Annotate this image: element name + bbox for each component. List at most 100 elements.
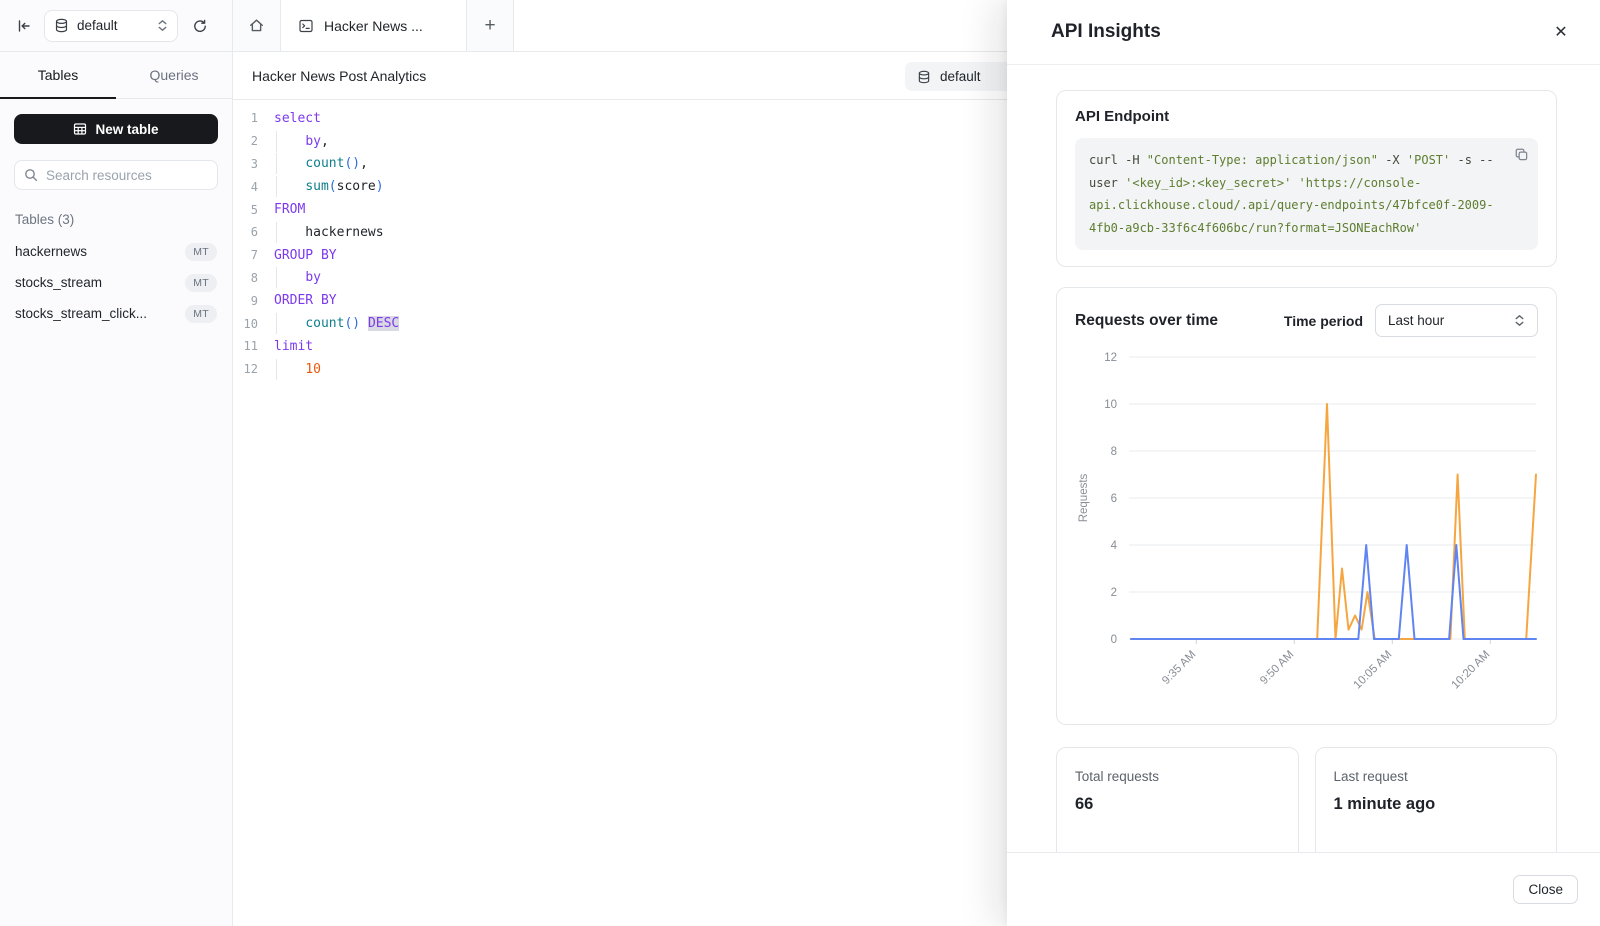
- sidebar: default Tables Queries: [0, 0, 233, 926]
- panel-body: API Endpoint curl -H "Content-Type: appl…: [1007, 65, 1600, 852]
- code-line: 11 limit: [233, 335, 1600, 358]
- line-content: limit: [274, 338, 314, 354]
- sidebar-toolbar: default: [0, 0, 232, 52]
- tab-tables-label: Tables: [37, 67, 79, 83]
- home-icon: [248, 17, 265, 34]
- stat-card: Total requests 66: [1056, 747, 1299, 852]
- stat-value: 1 minute ago: [1333, 795, 1436, 813]
- line-content: GROUP BY: [274, 247, 337, 263]
- curl-command: curl -H "Content-Type: application/json"…: [1075, 138, 1538, 250]
- new-table-label: New table: [95, 121, 159, 137]
- svg-text:9:50 AM: 9:50 AM: [1258, 649, 1296, 687]
- line-content: by: [272, 267, 321, 289]
- tables-heading: Tables (3): [15, 212, 75, 227]
- line-number: 10: [243, 316, 258, 331]
- svg-text:2: 2: [1111, 587, 1117, 599]
- svg-text:Requests: Requests: [1078, 473, 1090, 522]
- database-selector[interactable]: default: [44, 9, 178, 42]
- tab-queries[interactable]: Queries: [116, 52, 232, 98]
- time-period-value: Last hour: [1388, 313, 1445, 328]
- svg-text:4: 4: [1111, 540, 1118, 552]
- line-number: 11: [243, 339, 258, 354]
- query-doc-title: Hacker News Post Analytics: [252, 67, 427, 84]
- panel-footer: Close: [1007, 852, 1600, 926]
- line-content: FROM: [274, 202, 306, 218]
- line-content: count() DESC: [272, 313, 400, 335]
- copy-button[interactable]: [1514, 147, 1529, 162]
- close-button[interactable]: Close: [1513, 875, 1578, 904]
- api-endpoint-card: API Endpoint curl -H "Content-Type: appl…: [1056, 90, 1557, 267]
- table-list-item[interactable]: hackernews MT: [0, 236, 232, 267]
- home-button[interactable]: [233, 0, 281, 51]
- stat-label: Total requests: [1075, 769, 1160, 784]
- line-number: 12: [243, 362, 258, 377]
- code-line: 2 by,: [233, 130, 1600, 153]
- code-line: 3 count(),: [233, 153, 1600, 176]
- line-number: 8: [250, 270, 258, 285]
- sql-editor[interactable]: 1 select 2 by, 3 count(), 4 sum(score) 5 FROM 6…: [233, 100, 1600, 381]
- api-endpoint-heading: API Endpoint: [1075, 108, 1170, 125]
- requests-over-time-card: Requests over time Time period Last hour…: [1056, 287, 1557, 725]
- table-list-item[interactable]: stocks_stream_click... MT: [0, 298, 232, 329]
- collapse-sidebar-button[interactable]: [10, 12, 38, 40]
- table-engine-badge: MT: [185, 242, 217, 261]
- code-line: 6 hackernews: [233, 221, 1600, 244]
- stat-value: 66: [1075, 795, 1094, 813]
- collapse-left-icon: [16, 18, 32, 34]
- table-engine-badge: MT: [185, 273, 217, 292]
- chevron-updown-icon: [157, 19, 168, 32]
- table-grid-icon: [73, 122, 87, 136]
- stats-row: Total requests 66 Last request 1 minute ago: [1056, 747, 1557, 852]
- table-engine-badge: MT: [185, 304, 217, 323]
- query-tab[interactable]: Hacker News ...: [281, 0, 467, 51]
- chart-title: Requests over time: [1075, 311, 1218, 329]
- search-input[interactable]: [46, 167, 208, 183]
- tab-tables[interactable]: Tables: [0, 52, 116, 99]
- requests-chart: 0 2 4 6 8 10 12 9:35 AM 9:50 AM 10:05 AM 10:20 AM R…: [1075, 345, 1538, 705]
- line-content: count(),: [272, 153, 368, 175]
- new-table-button[interactable]: New table: [14, 114, 218, 144]
- line-number: 1: [250, 111, 258, 126]
- svg-text:0: 0: [1111, 634, 1117, 646]
- table-name: stocks_stream_click...: [15, 306, 148, 321]
- svg-text:12: 12: [1104, 352, 1117, 364]
- line-number: 9: [250, 293, 258, 308]
- new-tab-button[interactable]: +: [467, 0, 514, 51]
- code-line: 8 by: [233, 267, 1600, 290]
- time-period-select[interactable]: Last hour: [1375, 304, 1538, 337]
- close-icon[interactable]: ✕: [1554, 24, 1568, 41]
- curl-text: curl -H "Content-Type: application/json"…: [1089, 153, 1494, 235]
- refresh-icon: [192, 18, 208, 34]
- svg-text:10:20 AM: 10:20 AM: [1450, 649, 1493, 692]
- query-tab-title: Hacker News ...: [324, 17, 423, 34]
- table-name: stocks_stream: [15, 275, 103, 290]
- chevron-updown-icon: [1514, 314, 1525, 327]
- panel-title: API Insights: [1051, 21, 1161, 42]
- code-line: 7 GROUP BY: [233, 244, 1600, 267]
- refresh-button[interactable]: [186, 12, 214, 40]
- line-content: by,: [272, 130, 329, 152]
- svg-text:6: 6: [1111, 493, 1117, 505]
- panel-header: API Insights ✕: [1007, 0, 1600, 65]
- line-content: sum(score): [272, 176, 384, 198]
- line-number: 3: [250, 156, 258, 171]
- database-selector-value: default: [77, 18, 118, 33]
- line-number: 6: [250, 225, 258, 240]
- search-icon: [24, 168, 38, 182]
- table-list: hackernews MT stocks_stream MT stocks_stream…: [0, 236, 232, 329]
- tab-queries-label: Queries: [149, 67, 199, 83]
- api-insights-panel: API Insights ✕ API Endpoint curl -H "Con…: [1007, 0, 1600, 926]
- time-period-label: Time period: [1283, 312, 1363, 329]
- stat-label: Last request: [1333, 769, 1408, 784]
- query-console-icon: [298, 18, 314, 34]
- line-number: 7: [250, 248, 258, 263]
- code-line: 4 sum(score): [233, 175, 1600, 198]
- code-line: 10 count() DESC: [233, 312, 1600, 335]
- database-icon: [54, 18, 69, 33]
- code-line: 1 select: [233, 107, 1600, 130]
- line-content: hackernews: [274, 221, 384, 243]
- code-line: 5 FROM: [233, 198, 1600, 221]
- table-list-item[interactable]: stocks_stream MT: [0, 267, 232, 298]
- chart-header: Requests over time Time period Last hour: [1075, 304, 1538, 337]
- table-name: hackernews: [15, 244, 88, 259]
